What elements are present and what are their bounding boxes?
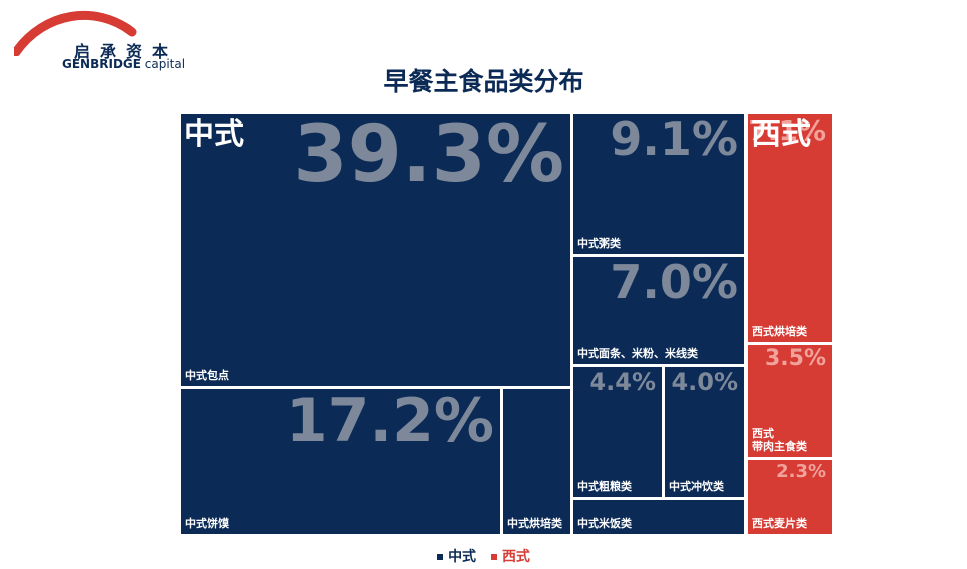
cell-percent-label: 2.3%: [776, 461, 826, 482]
legend-swatch-west: [490, 554, 497, 560]
treemap-cell-cn-porridge: 9.1% 中式粥类: [573, 114, 744, 254]
treemap-cell-west-bakery: 7.1% 西式烘培类: [748, 114, 832, 342]
cell-category-label: 中式饼馍: [185, 517, 229, 531]
logo-en-light: capital: [144, 57, 186, 71]
cell-category-label: 中式包点: [185, 369, 229, 383]
treemap-cell-cn-noodles: 7.0% 中式面条、米粉、米线类: [573, 257, 744, 364]
group-label-west: 西式: [751, 117, 811, 152]
logo-en-bold: GENBRIDGE: [62, 57, 141, 71]
treemap-cell-cn-drinks: 4.0% 中式冲饮类: [665, 367, 744, 497]
cell-category-label: 西式烘培类: [752, 325, 807, 339]
group-label-cn: 中式: [184, 117, 244, 152]
treemap-cell-cn-baodian: 39.3% 中式包点: [181, 114, 570, 386]
cell-category-label: 中式米饭类: [577, 517, 632, 531]
chart-title: 早餐主食品类分布: [383, 67, 584, 96]
cell-percent-label: 17.2%: [285, 389, 494, 456]
treemap-cell-west-cereal: 2.3% 西式麦片类: [748, 460, 832, 534]
logo-english-name: GENBRIDGE capital: [62, 57, 185, 71]
cell-category-label: 中式粥类: [577, 237, 621, 251]
cell-percent-label: 9.1%: [610, 114, 738, 166]
treemap-cell-cn-bingmo: 17.2% 中式饼馍: [181, 389, 500, 534]
legend-item-west: 西式: [490, 546, 530, 566]
genbridge-logo: 启承资本 GENBRIDGE capital: [14, 6, 194, 72]
arch-logo-icon: [14, 10, 137, 56]
legend-label-west: 西式: [501, 549, 530, 565]
cell-category-label: 西式麦片类: [752, 517, 807, 531]
cell-category-label: 中式面条、米粉、米线类: [577, 347, 698, 361]
treemap-cell-cn-rice: 中式米饭类: [573, 500, 744, 534]
cell-category-label: 中式烘培类: [507, 517, 562, 531]
treemap-cell-cn-bakery: 中式烘培类: [503, 389, 570, 534]
treemap-cell-west-meat-staple: 3.5% 西式 带肉主食类: [748, 345, 832, 457]
cell-percent-label: 4.0%: [671, 368, 738, 396]
chart-legend: 中式 西式: [0, 546, 967, 566]
cell-percent-label: 7.0%: [610, 257, 738, 309]
legend-label-cn: 中式: [448, 549, 477, 565]
cell-category-label: 西式 带肉主食类: [752, 426, 807, 454]
cell-category-label: 中式粗粮类: [577, 480, 632, 494]
treemap-cell-cn-coarse-grain: 4.4% 中式粗粮类: [573, 367, 662, 497]
logo-chinese-name: 启承资本: [74, 42, 179, 61]
cell-category-label: 中式冲饮类: [669, 480, 724, 494]
legend-item-cn: 中式: [437, 546, 476, 566]
legend-swatch-cn: [437, 554, 444, 560]
cell-percent-label: 4.4%: [589, 368, 656, 396]
cell-percent-label: 39.3%: [293, 114, 564, 200]
cell-percent-label: 3.5%: [764, 346, 826, 371]
cell-percent-label: 7.1%: [748, 114, 826, 147]
